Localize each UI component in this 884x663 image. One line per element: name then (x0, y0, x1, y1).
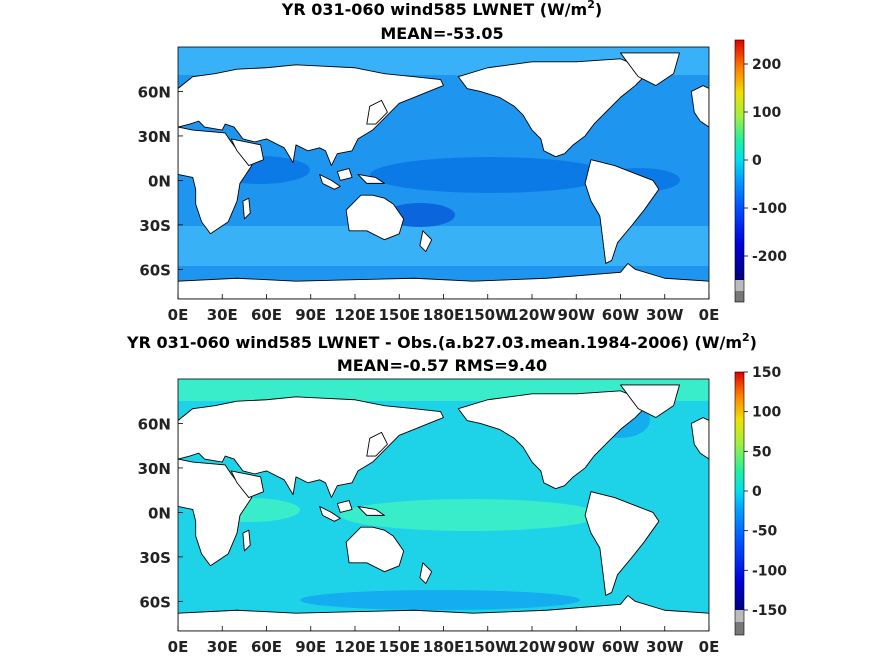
panel-top: YR 031-060 wind585 LWNET (W/m2) MEAN=-53… (138, 0, 788, 324)
colorbar-ticks: 150 100 50 0 -50 -100 -150 (744, 365, 787, 619)
x-tick-label: 120E (334, 638, 376, 656)
colorbar: 150 100 50 0 -50 -100 -150 (734, 365, 787, 636)
tropical-pacific-band (340, 499, 600, 531)
y-tick-label: 30N (138, 460, 171, 478)
colorbar-tick-label: 100 (752, 105, 781, 121)
colorbar-frame (734, 39, 745, 303)
colorbar-tick-label: -100 (752, 201, 787, 217)
y-tick-label: 0N (148, 172, 171, 190)
colorbar-tick-label: 150 (752, 365, 781, 381)
colorbar-tick-label: 100 (752, 405, 781, 421)
y-tick-label: 30S (139, 549, 171, 567)
x-tick-label: 0E (699, 638, 720, 656)
x-tick-label: 60E (251, 306, 282, 324)
colorbar-tick-label: 200 (752, 57, 781, 73)
colorbar-gradient (735, 40, 744, 280)
x-tick-label: 30W (646, 306, 684, 324)
x-tick-label: 60W (602, 306, 640, 324)
y-axis: 60N 30N 0N 30S 60S (138, 415, 183, 611)
panel-subtitle: MEAN=-53.05 (380, 24, 503, 43)
colorbar-tick-label: -200 (752, 249, 787, 265)
y-tick-label: 30N (138, 128, 171, 146)
y-tick-label: 30S (139, 217, 171, 235)
x-tick-label: 90E (295, 306, 326, 324)
southern-ocean-band (178, 226, 709, 266)
y-tick-label: 60N (138, 415, 171, 433)
x-tick-label: 150E (378, 306, 420, 324)
x-tick-label: 150W (464, 306, 512, 324)
colorbar-tick-label: -100 (752, 563, 787, 579)
southern-ocean-band (300, 590, 580, 610)
tropical-pacific-band (370, 157, 610, 193)
x-tick-label: 150W (464, 638, 512, 656)
colorbar-frame (734, 371, 745, 636)
colorbar-gray-low (735, 291, 744, 302)
colorbar-ticks: 200 100 0 -100 -200 (744, 57, 787, 265)
x-tick-label: 90W (558, 306, 596, 324)
x-tick-label: 30E (207, 306, 238, 324)
colorbar-gradient (735, 372, 744, 610)
colorbar-tick-label: 0 (752, 153, 762, 169)
x-tick-label: 0E (168, 638, 189, 656)
y-axis: 60N 30N 0N 30S 60S (138, 83, 183, 279)
x-tick-label: 60W (602, 638, 640, 656)
x-tick-label: 0E (699, 306, 720, 324)
x-tick-label: 90E (295, 638, 326, 656)
colorbar-gray-low (735, 622, 744, 635)
x-tick-label: 180E (423, 306, 465, 324)
y-tick-label: 60S (139, 261, 171, 279)
x-tick-label: 60E (251, 638, 282, 656)
x-tick-label: 150E (378, 638, 420, 656)
colorbar-gray-mid (735, 610, 744, 622)
colorbar-tick-label: -50 (752, 524, 778, 540)
x-tick-label: 0E (168, 306, 189, 324)
y-tick-label: 0N (148, 504, 171, 522)
colorbar-tick-label: 0 (752, 484, 762, 500)
panel-title: YR 031-060 wind585 LWNET (W/m2) (281, 0, 602, 19)
x-tick-label: 120W (508, 638, 556, 656)
panel-subtitle: MEAN=-0.57 RMS=9.40 (337, 356, 547, 375)
x-tick-label: 120E (334, 306, 376, 324)
x-tick-label: 30W (646, 638, 684, 656)
x-tick-label: 180E (423, 638, 465, 656)
colorbar-tick-label: 50 (752, 444, 772, 460)
map-area (177, 378, 710, 632)
colorbar-tick-label: -150 (752, 603, 787, 619)
panel-title: YR 031-060 wind585 LWNET - Obs.(a.b27.03… (126, 331, 757, 352)
map-area (177, 46, 710, 300)
x-tick-label: 30E (207, 638, 238, 656)
colorbar-gray-mid (735, 280, 744, 291)
x-tick-label: 120W (508, 306, 556, 324)
colorbar: 200 100 0 -100 -200 (734, 39, 787, 303)
y-tick-label: 60N (138, 83, 171, 101)
y-tick-label: 60S (139, 593, 171, 611)
panel-bottom: YR 031-060 wind585 LWNET - Obs.(a.b27.03… (126, 331, 787, 656)
x-tick-label: 90W (558, 638, 596, 656)
